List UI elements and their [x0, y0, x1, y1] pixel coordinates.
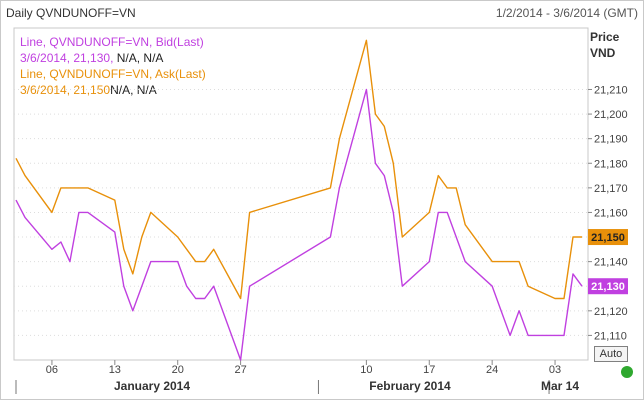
x-tick-label: 27 [234, 364, 246, 376]
ask-series-line [15, 39, 582, 300]
y-tick-label: 21,190 [594, 134, 628, 146]
date-range: 1/2/2014 - 3/6/2014 (GMT) [495, 6, 638, 20]
y-tick-label: 21,140 [594, 257, 628, 269]
x-tick-label: 17 [423, 364, 435, 376]
y-tick-label: 21,160 [594, 207, 628, 219]
unit-axis-label: VND [590, 46, 616, 60]
ask-last-value-badge: 21,150 [588, 229, 628, 246]
legend-bid-row: 3/6/2014, 21,130, N/A, N/A [20, 50, 206, 66]
legend-ask-value: 3/6/2014, 21,150 [20, 83, 111, 97]
legend-ask-row: 3/6/2014, 21,150N/A, N/A [20, 82, 206, 98]
y-tick-label: 21,180 [594, 158, 628, 170]
chart-title: Daily QVNDUNOFF=VN [6, 6, 136, 20]
legend-ask-na: N/A, N/A [110, 83, 157, 97]
bid-last-value-badge-bg [588, 278, 628, 295]
month-label: January 2014 [114, 379, 190, 393]
bid-last-value-badge-label: 21,130 [591, 281, 625, 293]
bid-series-line [15, 88, 583, 361]
x-tick-label: 13 [109, 364, 121, 376]
y-tick-label: 21,210 [594, 84, 628, 96]
legend-ask-series: Line, QVNDUNOFF=VN, Ask(Last) [20, 67, 206, 81]
month-label: February 2014 [369, 379, 451, 393]
y-tick-label: 21,110 [594, 330, 627, 342]
month-label: Mar 14 [541, 379, 579, 393]
x-tick-label: 06 [46, 364, 58, 376]
legend-bid-value: 3/6/2014, 21,130, [20, 51, 114, 65]
y-tick-label: 21,120 [594, 306, 628, 318]
legend-bid-series: Line, QVNDUNOFF=VN, Bid(Last) [20, 35, 204, 49]
x-tick-label: 10 [360, 364, 372, 376]
ask-last-value-badge-bg [588, 229, 628, 246]
ask-last-value-badge-label: 21,150 [591, 232, 625, 244]
x-tick-label: 24 [486, 364, 498, 376]
status-indicator [621, 366, 633, 378]
legend: Line, QVNDUNOFF=VN, Bid(Last) 3/6/2014, … [20, 34, 206, 98]
y-tick-label: 21,170 [594, 183, 628, 195]
price-axis-label: Price [590, 30, 620, 44]
x-tick-label: 20 [172, 364, 184, 376]
x-tick-label: 03 [549, 364, 561, 376]
bid-last-value-badge: 21,130 [588, 278, 628, 295]
auto-scale-button[interactable]: Auto [594, 346, 628, 362]
legend-bid-na: N/A, N/A [113, 51, 164, 65]
plot-area [13, 27, 589, 361]
y-tick-label: 21,200 [594, 109, 628, 121]
